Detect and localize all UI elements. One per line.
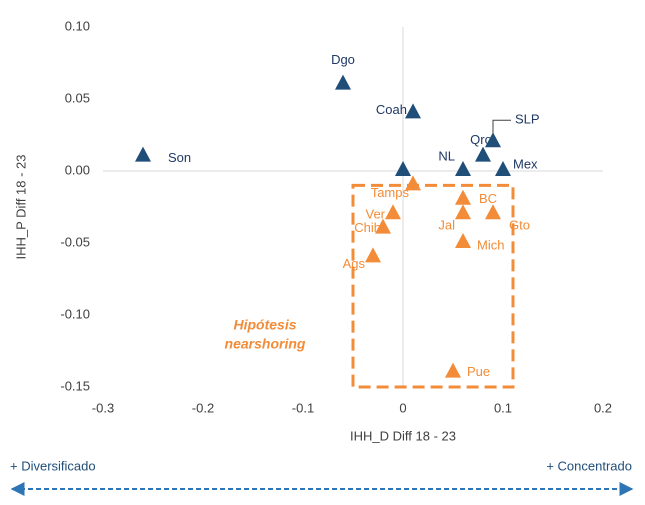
point [395, 161, 411, 176]
point [455, 204, 471, 220]
point-label: Mich [477, 237, 504, 252]
point-label: Chih [354, 220, 381, 235]
point-label: Gto [509, 218, 530, 233]
x-axis-label: IHH_D Diff 18 - 23 [350, 428, 456, 443]
x-tick-label: 0 [399, 400, 406, 415]
point [495, 161, 511, 176]
point [445, 362, 461, 378]
y-tick-label: -0.15 [60, 378, 90, 393]
point-label: Coah [376, 102, 407, 117]
leader-line [492, 119, 511, 135]
point [365, 247, 381, 263]
point [405, 175, 421, 191]
point-label: BC [479, 191, 497, 206]
point-label: SLP [515, 112, 540, 127]
point-label: Ver [365, 207, 385, 222]
point-label: Son [168, 150, 191, 165]
y-tick-label: 0.05 [65, 90, 90, 105]
y-axis-label: IHH_P Diff 18 - 23 [13, 154, 28, 259]
point-label: Pue [467, 364, 490, 379]
point-label: Ags [343, 256, 366, 271]
y-tick-label: 0.10 [65, 18, 90, 33]
y-tick-label: -0.10 [60, 306, 90, 321]
annotation: + Diversificado [10, 458, 96, 473]
point-label: Qro [470, 132, 492, 147]
y-tick-label: -0.05 [60, 234, 90, 249]
point-label: NL [438, 148, 455, 163]
annotation: + Concentrado [546, 458, 632, 473]
point [485, 204, 501, 220]
point [475, 146, 491, 162]
x-tick-label: 0.1 [494, 400, 512, 415]
highlight-box [351, 183, 515, 389]
point [135, 146, 151, 162]
point [455, 161, 471, 176]
point [485, 132, 501, 148]
point-label: Dgo [331, 52, 355, 67]
annotation: Hipótesis [233, 317, 296, 333]
point [335, 74, 351, 90]
x-tick-label: -0.3 [92, 400, 114, 415]
point-label: Jal [438, 218, 455, 233]
annotation: nearshoring [225, 336, 306, 352]
y-tick-label: 0.00 [65, 162, 90, 177]
x-tick-label: 0.2 [594, 400, 612, 415]
point-label: Mex [513, 156, 538, 171]
point [385, 204, 401, 220]
x-tick-label: -0.1 [292, 400, 314, 415]
point [455, 189, 471, 205]
point-label: Tamps [371, 185, 410, 200]
point [455, 233, 471, 248]
point [405, 103, 421, 119]
x-tick-label: -0.2 [192, 400, 214, 415]
point [375, 218, 391, 234]
